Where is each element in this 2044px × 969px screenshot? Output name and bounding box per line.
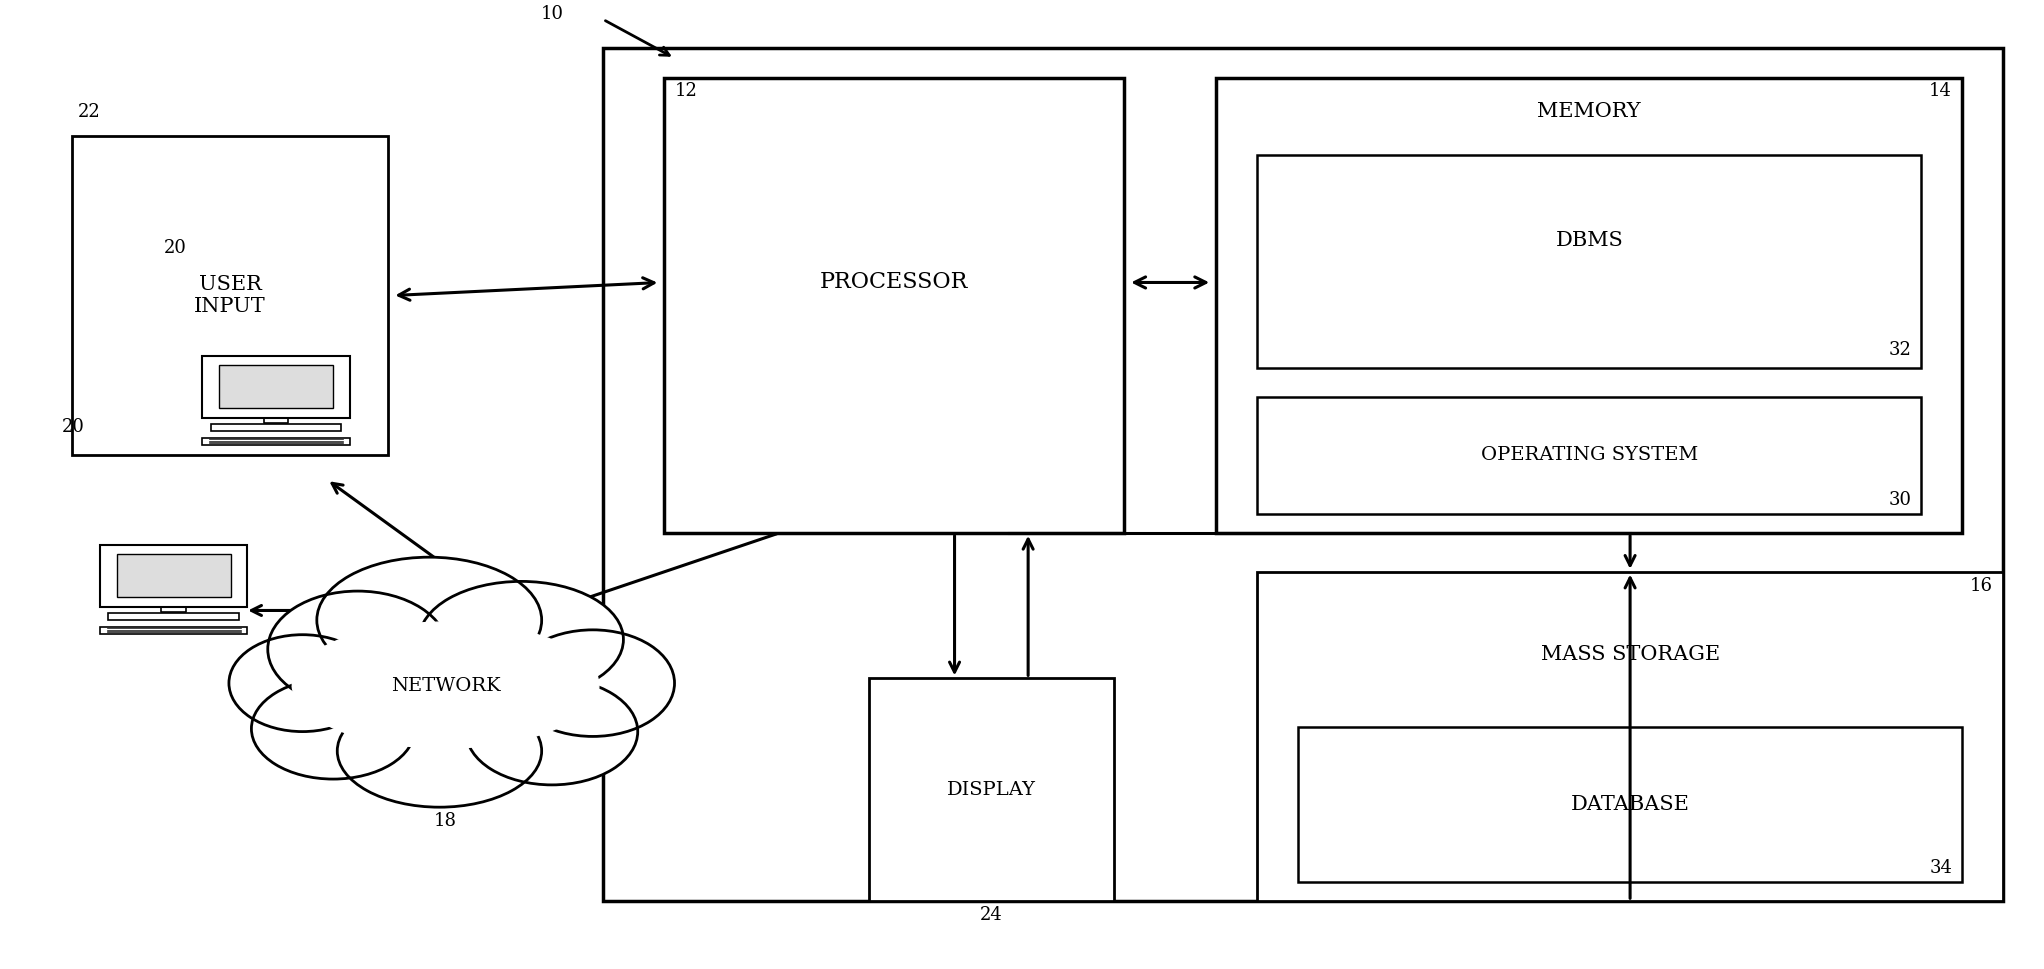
Text: 32: 32	[1889, 340, 1911, 359]
Text: 12: 12	[675, 82, 697, 101]
Text: 34: 34	[1930, 859, 1952, 877]
FancyBboxPatch shape	[117, 554, 231, 597]
FancyBboxPatch shape	[1257, 572, 2003, 901]
Text: 24: 24	[979, 906, 1004, 924]
Text: NETWORK: NETWORK	[390, 677, 501, 695]
Text: DATABASE: DATABASE	[1570, 795, 1690, 814]
FancyBboxPatch shape	[1216, 78, 1962, 533]
Ellipse shape	[292, 622, 599, 748]
Text: DISPLAY: DISPLAY	[946, 781, 1036, 798]
FancyBboxPatch shape	[108, 613, 239, 620]
Text: USER
INPUT: USER INPUT	[194, 275, 266, 316]
Ellipse shape	[419, 581, 623, 698]
FancyBboxPatch shape	[211, 424, 341, 431]
Text: PROCESSOR: PROCESSOR	[820, 271, 969, 294]
Ellipse shape	[511, 630, 675, 736]
FancyBboxPatch shape	[219, 365, 333, 408]
Text: MASS STORAGE: MASS STORAGE	[1541, 644, 1719, 664]
Text: 14: 14	[1930, 82, 1952, 101]
Ellipse shape	[272, 608, 619, 763]
Ellipse shape	[317, 557, 542, 683]
FancyBboxPatch shape	[72, 136, 388, 455]
Text: 20: 20	[61, 418, 84, 436]
FancyBboxPatch shape	[100, 545, 247, 607]
Text: 22: 22	[78, 103, 100, 121]
FancyBboxPatch shape	[202, 356, 350, 418]
Text: OPERATING SYSTEM: OPERATING SYSTEM	[1480, 447, 1699, 464]
Ellipse shape	[337, 695, 542, 807]
FancyBboxPatch shape	[100, 627, 247, 634]
Text: 30: 30	[1889, 490, 1911, 509]
Text: 10: 10	[540, 5, 564, 23]
Ellipse shape	[229, 635, 376, 732]
Text: MEMORY: MEMORY	[1537, 102, 1641, 121]
Text: 20: 20	[164, 238, 186, 257]
FancyBboxPatch shape	[603, 48, 2003, 901]
Ellipse shape	[466, 678, 638, 785]
FancyBboxPatch shape	[1298, 727, 1962, 882]
Ellipse shape	[268, 591, 448, 707]
Text: 16: 16	[1970, 577, 1993, 595]
FancyBboxPatch shape	[664, 78, 1124, 533]
Text: 18: 18	[433, 812, 458, 830]
FancyBboxPatch shape	[869, 678, 1114, 901]
Ellipse shape	[251, 678, 415, 779]
FancyBboxPatch shape	[1257, 155, 1921, 368]
FancyBboxPatch shape	[202, 438, 350, 445]
Text: DBMS: DBMS	[1555, 231, 1623, 250]
FancyBboxPatch shape	[1257, 397, 1921, 514]
